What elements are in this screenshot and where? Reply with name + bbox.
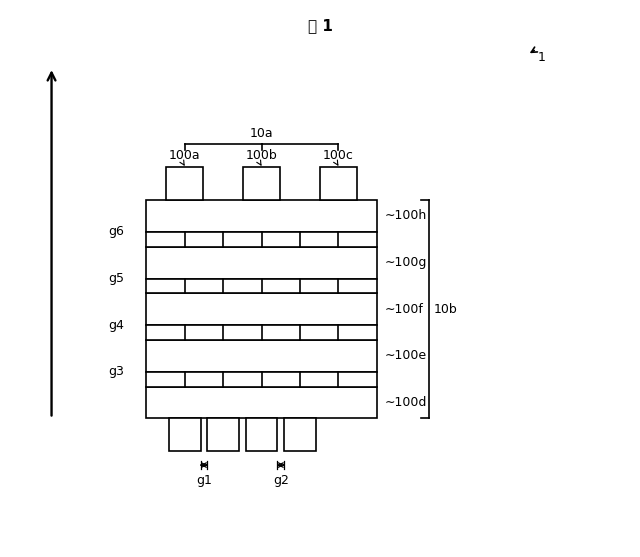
Bar <box>147 278 377 294</box>
Text: g6: g6 <box>108 226 124 238</box>
Text: g5: g5 <box>108 272 124 285</box>
Bar <box>147 340 377 372</box>
Text: g4: g4 <box>108 319 124 331</box>
Text: 10a: 10a <box>250 126 273 140</box>
Text: ∼100h: ∼100h <box>385 209 427 222</box>
Text: g2: g2 <box>273 474 289 487</box>
Bar <box>147 387 377 418</box>
Text: 100a: 100a <box>169 149 200 162</box>
Bar <box>207 418 239 451</box>
Bar <box>147 200 377 232</box>
Bar <box>284 418 316 451</box>
Text: 1: 1 <box>538 51 546 64</box>
Bar <box>147 232 377 247</box>
Bar <box>147 325 377 340</box>
Bar <box>147 247 377 278</box>
Text: g1: g1 <box>196 474 212 487</box>
Text: ∼100e: ∼100e <box>385 349 426 363</box>
Bar <box>243 167 280 200</box>
Text: g3: g3 <box>108 365 124 378</box>
Text: ∼100d: ∼100d <box>385 396 427 409</box>
Text: ∼100f: ∼100f <box>385 302 423 316</box>
Text: 10b: 10b <box>434 302 458 316</box>
Bar <box>147 372 377 387</box>
Text: 100b: 100b <box>246 149 278 162</box>
Bar <box>246 418 277 451</box>
Bar <box>166 167 203 200</box>
Text: ∼100g: ∼100g <box>385 256 427 269</box>
Bar <box>169 418 200 451</box>
Bar <box>147 294 377 325</box>
Bar <box>320 167 356 200</box>
Text: 図 1: 図 1 <box>308 18 332 33</box>
Text: 100c: 100c <box>323 149 354 162</box>
